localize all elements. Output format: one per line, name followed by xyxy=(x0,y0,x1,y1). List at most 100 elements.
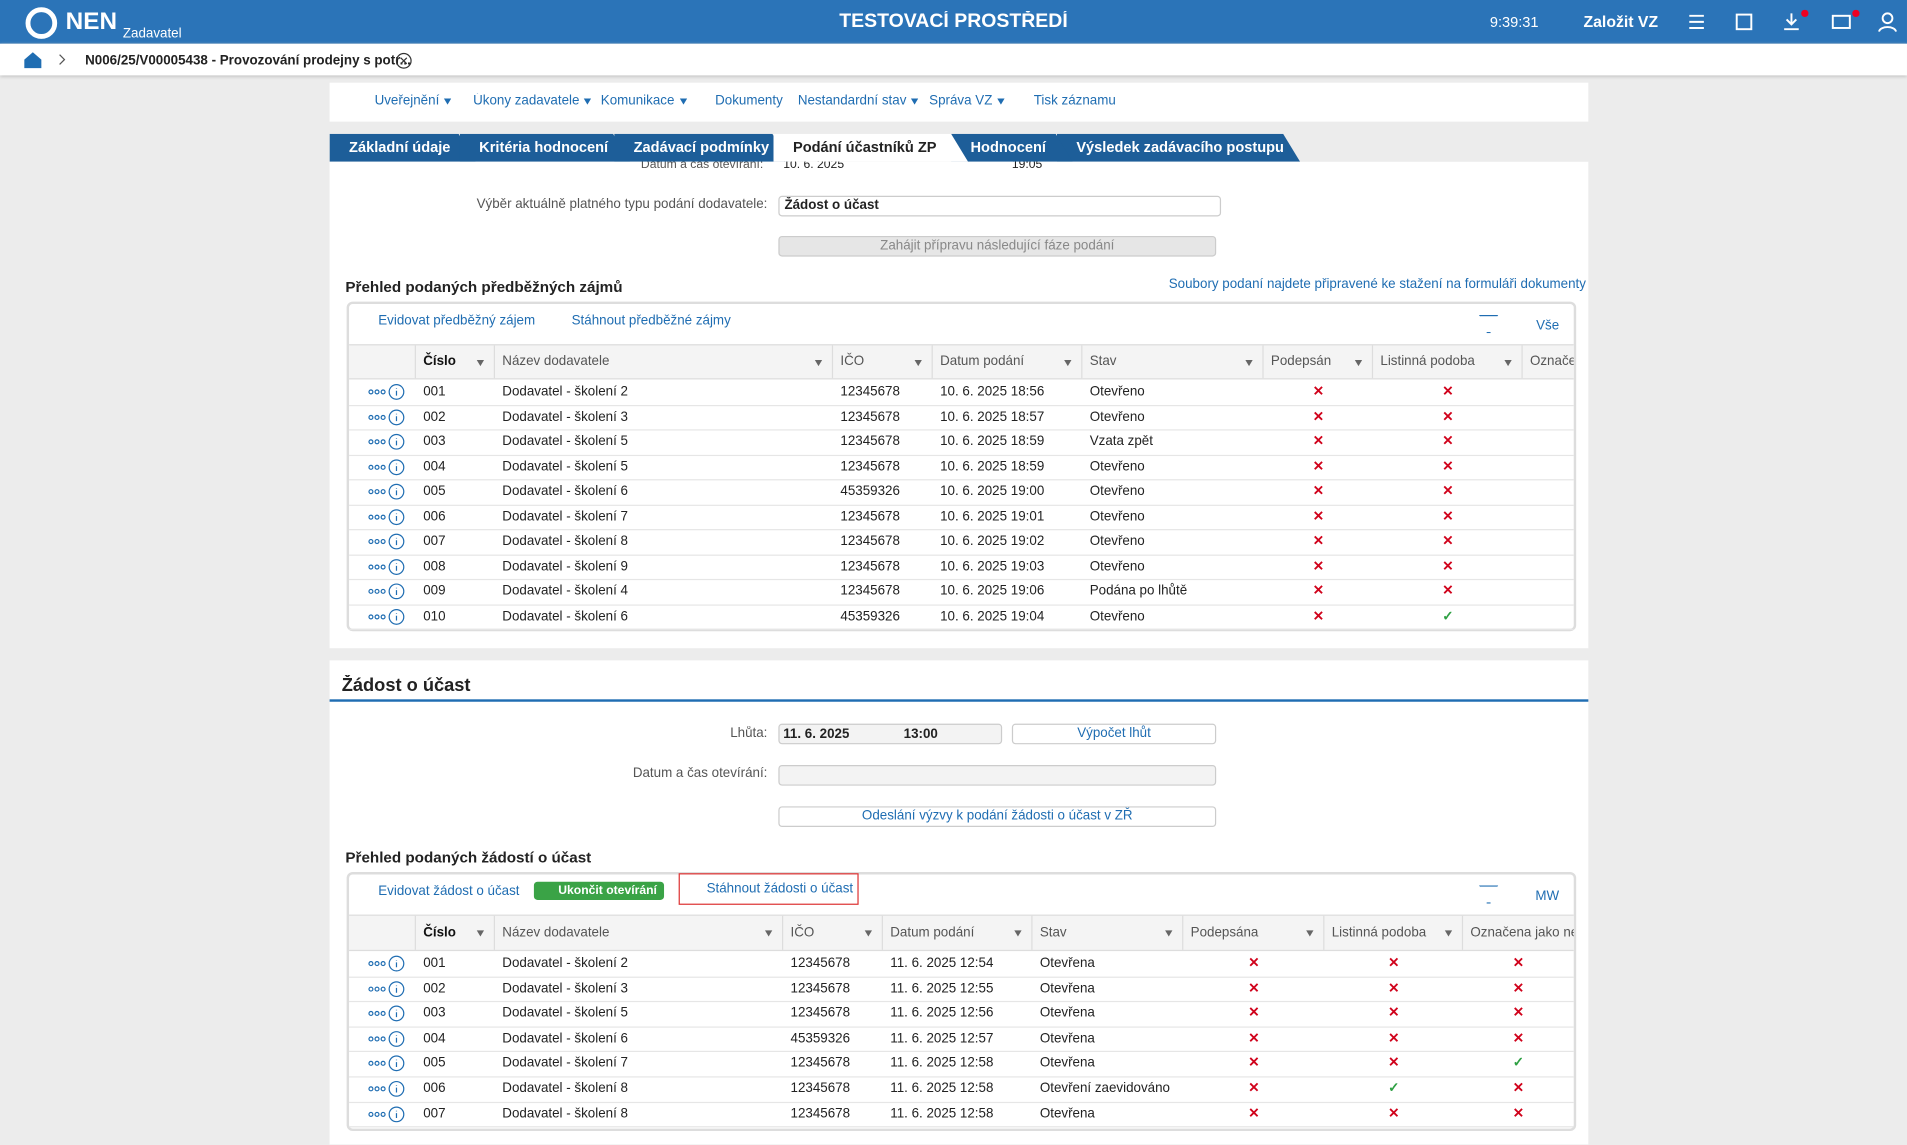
cell: Otevření zaevidováno xyxy=(1033,1076,1184,1101)
download-note[interactable]: Soubory podaní najdete připravené ke sta… xyxy=(1169,277,1586,292)
table-row[interactable]: 001Dodavatel - školení 21234567811. 6. 2… xyxy=(349,951,1574,977)
table-row[interactable]: 007Dodavatel - školení 81234567810. 6. 2… xyxy=(349,529,1574,555)
cell: 12345678 xyxy=(833,429,933,454)
table: Evidovat žádost o účast Ukončit otevírání… xyxy=(347,872,1577,1131)
cell: Dodavatel - školení 8 xyxy=(495,529,833,554)
cell: 12345678 xyxy=(783,1051,883,1076)
settings-cell[interactable] xyxy=(349,345,416,378)
tab[interactable]: Zadávací podmínky xyxy=(614,134,789,162)
toolbar-item[interactable]: Správa VZ xyxy=(929,94,1004,109)
table-row[interactable]: 006Dodavatel - školení 81234567811. 6. 2… xyxy=(349,1076,1574,1102)
tab[interactable]: Základní údaje xyxy=(330,134,476,162)
cell: Otevřeno xyxy=(1082,529,1263,554)
table-row[interactable]: 004Dodavatel - školení 51234567810. 6. 2… xyxy=(349,454,1574,480)
column-header[interactable]: Listinná podoba xyxy=(1324,916,1463,950)
table-row[interactable]: 003Dodavatel - školení 51234567811. 6. 2… xyxy=(349,1001,1574,1027)
column-label: Číslo xyxy=(423,354,456,369)
column-label: Číslo xyxy=(423,926,456,941)
table-row[interactable]: 009Dodavatel - školení 41234567810. 6. 2… xyxy=(349,579,1574,605)
toolbar-item[interactable]: Úkony zadavatele xyxy=(473,94,592,109)
settings-cell[interactable] xyxy=(349,916,416,950)
table-row[interactable]: 005Dodavatel - školení 71234567811. 6. 2… xyxy=(349,1051,1574,1077)
filter-icon[interactable] xyxy=(1479,885,1498,903)
cell: Dodavatel - školení 5 xyxy=(495,429,833,454)
toolbar-item[interactable]: Nestandardní stav xyxy=(798,94,919,109)
column-header[interactable]: Označena jako ne xyxy=(1463,916,1574,950)
table-row[interactable]: 005Dodavatel - školení 64535932610. 6. 2… xyxy=(349,479,1574,505)
table-header: Číslo Název dodavateleIČODatum podáníStav… xyxy=(349,344,1574,379)
column-header[interactable]: Stav xyxy=(1082,345,1263,378)
column-header[interactable]: Datum podání xyxy=(883,916,1033,950)
column-header[interactable]: IČO xyxy=(833,345,933,378)
button[interactable]: Odeslání výzvy k podání žádosti o účast … xyxy=(778,806,1216,827)
cell: Otevřeno xyxy=(1082,504,1263,529)
toolbar-item[interactable]: Uveřejnění xyxy=(375,94,452,109)
cell: Otevřena xyxy=(1033,976,1184,1001)
column-header[interactable]: Datum podání xyxy=(933,345,1083,378)
column-header[interactable]: Název dodavatele xyxy=(495,345,833,378)
action-button[interactable]: Evidovat žádost o účast xyxy=(356,884,519,899)
cell: Dodavatel - školení 6 xyxy=(495,1026,783,1051)
cell: 002 xyxy=(416,404,495,429)
home-icon[interactable] xyxy=(22,50,71,69)
cell: 45359326 xyxy=(833,604,933,629)
column-header[interactable]: IČO xyxy=(783,916,883,950)
toolbar-item[interactable]: Dokumenty xyxy=(715,94,783,109)
toolbar-item[interactable]: Tisk záznamu xyxy=(1034,94,1116,109)
tab[interactable]: Hodnocení xyxy=(951,134,1073,162)
filter-button[interactable]: Vše xyxy=(1536,319,1559,334)
column-header[interactable]: Číslo xyxy=(416,345,495,378)
table-row[interactable]: 002Dodavatel - školení 31234567811. 6. 2… xyxy=(349,976,1574,1002)
cell: 10. 6. 2025 18:57 xyxy=(933,404,1083,429)
cell: Vzata zpět xyxy=(1082,429,1263,454)
column-header[interactable]: Označe xyxy=(1523,345,1574,378)
cell: 006 xyxy=(416,504,495,529)
status-icon: ✕ xyxy=(1183,1051,1324,1076)
table-row[interactable]: 002Dodavatel - školení 31234567810. 6. 2… xyxy=(349,404,1574,430)
row-actions[interactable] xyxy=(349,1101,416,1135)
column-header[interactable]: Název dodavatele xyxy=(495,916,783,950)
table-header: Číslo Název dodavateleIČODatum podáníStav… xyxy=(349,915,1574,951)
column-header[interactable]: Podepsán xyxy=(1264,345,1373,378)
action-button[interactable]: Ukončit otevírání xyxy=(534,882,664,900)
action-button[interactable]: Evidovat předběžný zájem xyxy=(356,314,535,329)
breadcrumb[interactable]: N006/25/V00005438 - Provozování prodejny… xyxy=(85,54,411,69)
column-header[interactable]: Stav xyxy=(1033,916,1184,950)
status-icon: ✓ xyxy=(1463,1051,1574,1076)
tab[interactable]: Kritéria hodnocení xyxy=(460,134,630,162)
cell: 45359326 xyxy=(783,1026,883,1051)
tab[interactable]: Podání účastníků ZP xyxy=(773,134,968,162)
create-button[interactable]: Založit VZ xyxy=(1583,12,1658,30)
table-row[interactable]: 007Dodavatel - školení 81234567811. 6. 2… xyxy=(349,1101,1574,1127)
status-icon: ✕ xyxy=(1264,454,1373,479)
cell: 003 xyxy=(416,1001,495,1026)
column-header[interactable]: Podepsána xyxy=(1183,916,1324,950)
cell: Dodavatel - školení 4 xyxy=(495,579,833,604)
table-row[interactable]: 008Dodavatel - školení 91234567810. 6. 2… xyxy=(349,554,1574,580)
filter-icon[interactable] xyxy=(1479,315,1498,333)
table-row[interactable]: 003Dodavatel - školení 51234567810. 6. 2… xyxy=(349,429,1574,455)
tab[interactable]: Výsledek zadávacího postupu xyxy=(1057,134,1300,162)
table-row[interactable]: 004Dodavatel - školení 64535932611. 6. 2… xyxy=(349,1026,1574,1052)
column-header[interactable]: Číslo xyxy=(416,916,495,950)
cell: 10. 6. 2025 18:56 xyxy=(933,379,1083,404)
row-actions[interactable] xyxy=(349,604,416,638)
action-button[interactable]: Stáhnout žádosti o účast xyxy=(679,873,860,905)
filter-button[interactable]: MW xyxy=(1535,889,1559,904)
table-row[interactable]: 006Dodavatel - školení 71234567810. 6. 2… xyxy=(349,504,1574,530)
close-icon[interactable] xyxy=(395,52,412,69)
status-icon: ✕ xyxy=(1373,479,1523,504)
button[interactable]: Výpočet lhůt xyxy=(1012,724,1216,745)
cell: Otevřena xyxy=(1033,1001,1184,1026)
cell: 12345678 xyxy=(833,454,933,479)
status-icon: ✕ xyxy=(1183,1076,1324,1101)
toolbar-item[interactable]: Komunikace xyxy=(601,94,687,109)
cell: Dodavatel - školení 5 xyxy=(495,1001,783,1026)
column-header[interactable]: Listinná podoba xyxy=(1373,345,1523,378)
table-row[interactable]: 001Dodavatel - školení 21234567810. 6. 2… xyxy=(349,379,1574,405)
table-row[interactable]: 010Dodavatel - školení 64535932610. 6. 2… xyxy=(349,604,1574,630)
select[interactable]: Žádost o účast xyxy=(778,196,1221,217)
status-icon: ✓ xyxy=(1324,1076,1463,1101)
action-button[interactable]: Stáhnout předběžné zájmy xyxy=(550,314,731,329)
cell: Dodavatel - školení 2 xyxy=(495,951,783,976)
